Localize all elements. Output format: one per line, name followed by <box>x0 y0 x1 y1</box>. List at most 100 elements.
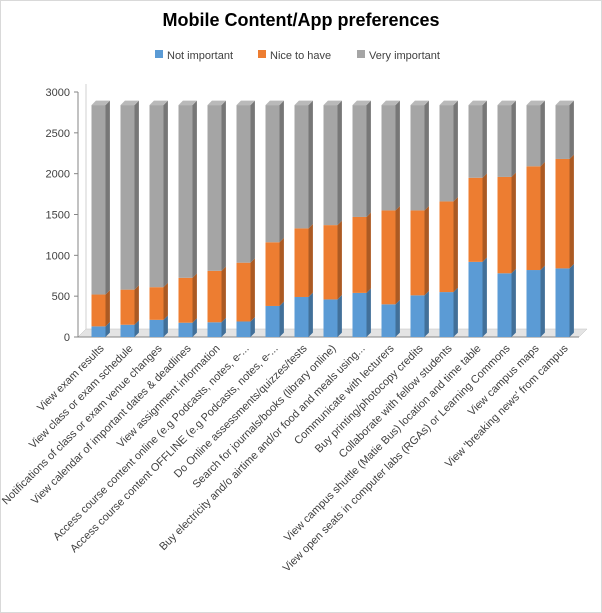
bar-side-face <box>424 100 429 211</box>
y-tick-label: 1500 <box>46 210 70 222</box>
bar-top-face <box>294 100 313 106</box>
legend-label: Very important <box>369 50 440 62</box>
bar-side-face <box>569 100 574 159</box>
bar-segment <box>294 105 309 229</box>
bar-side-face <box>540 265 545 337</box>
bar-top-face <box>526 100 545 106</box>
bar-top-face <box>468 100 487 106</box>
bar-segment <box>468 177 483 262</box>
bar-segment <box>178 105 193 278</box>
bar-side-face <box>192 100 197 278</box>
legend-swatch <box>155 50 163 58</box>
bar-top-face <box>352 100 371 106</box>
bar-segment <box>352 216 367 293</box>
bar-segment <box>236 105 251 263</box>
bar-side-face <box>511 172 516 274</box>
bar-segment <box>352 292 367 337</box>
bar-side-face <box>366 100 371 217</box>
bar-top-face <box>265 100 284 106</box>
bar-segment <box>381 105 396 211</box>
bar-segment <box>91 294 106 327</box>
bar-segment <box>555 268 570 337</box>
bar-segment <box>178 322 193 337</box>
bar-segment <box>468 105 483 178</box>
bar-top-face <box>439 100 458 106</box>
bar-side-face <box>395 299 400 337</box>
bar-segment <box>439 292 454 337</box>
bar-segment <box>381 304 396 337</box>
bar-side-face <box>221 266 226 323</box>
bar-side-face <box>308 100 313 229</box>
bar-side-face <box>163 282 168 320</box>
bar-side-face <box>221 100 226 271</box>
bar-side-face <box>250 258 255 322</box>
bar-side-face <box>482 100 487 178</box>
bar-side-face <box>279 100 284 243</box>
bar-side-face <box>105 290 110 327</box>
bar-side-face <box>221 317 226 337</box>
bar-side-face <box>540 161 545 271</box>
bar-top-face <box>236 100 255 106</box>
bar-side-face <box>366 288 371 337</box>
bar-side-face <box>482 173 487 262</box>
bar-segment <box>207 322 222 337</box>
bar-side-face <box>482 257 487 337</box>
bar-segment <box>207 105 222 271</box>
bar-segment <box>178 277 193 323</box>
bar-side-face <box>134 100 139 290</box>
y-tick-label: 0 <box>64 332 70 344</box>
bar-segment <box>497 105 512 177</box>
bar-segment <box>294 228 309 297</box>
bar-segment <box>410 295 425 337</box>
bar-segment <box>526 166 541 271</box>
bar-segment <box>149 105 164 288</box>
bar-segment <box>236 262 251 322</box>
y-tick-label: 2000 <box>46 169 70 181</box>
bar-side-face <box>163 315 168 337</box>
bar-side-face <box>453 197 458 293</box>
bar-segment <box>497 273 512 337</box>
bar-segment <box>439 105 454 202</box>
bar-side-face <box>308 223 313 297</box>
bar-segment <box>497 176 512 274</box>
bar-segment <box>120 324 135 337</box>
bar-top-face <box>207 100 226 106</box>
bar-side-face <box>134 320 139 337</box>
bar-side-face <box>192 318 197 337</box>
bar-side-face <box>540 100 545 167</box>
legend-label: Nice to have <box>270 50 331 62</box>
bar-segment <box>555 158 570 269</box>
bar-segment <box>381 210 396 305</box>
bar-side-face <box>250 100 255 263</box>
bar-side-face <box>395 206 400 305</box>
bar-top-face <box>91 100 110 106</box>
bar-top-face <box>120 100 139 106</box>
bar-side-face <box>453 287 458 337</box>
bar-side-face <box>105 100 110 295</box>
legend-swatch <box>258 50 266 58</box>
bar-side-face <box>279 301 284 337</box>
bar-segment <box>352 105 367 217</box>
bar-top-face <box>149 100 168 106</box>
bar-segment <box>236 321 251 337</box>
bar-side-face <box>337 100 342 226</box>
bar-top-face <box>555 100 574 106</box>
bar-segment <box>323 225 338 300</box>
bar-side-face <box>105 321 110 337</box>
legend-swatch <box>357 50 365 58</box>
bar-segment <box>526 270 541 337</box>
bar-side-face <box>424 290 429 337</box>
y-tick-label: 2500 <box>46 128 70 140</box>
bar-segment <box>120 105 135 290</box>
bar-side-face <box>569 154 574 269</box>
bar-side-face <box>424 206 429 296</box>
bar-segment <box>294 296 309 337</box>
bar-segment <box>323 105 338 226</box>
bar-side-face <box>511 100 516 177</box>
bar-side-face <box>134 285 139 325</box>
bar-side-face <box>366 212 371 293</box>
bar-segment <box>91 326 106 337</box>
bar-segment <box>265 305 280 337</box>
bar-segment <box>468 261 483 337</box>
